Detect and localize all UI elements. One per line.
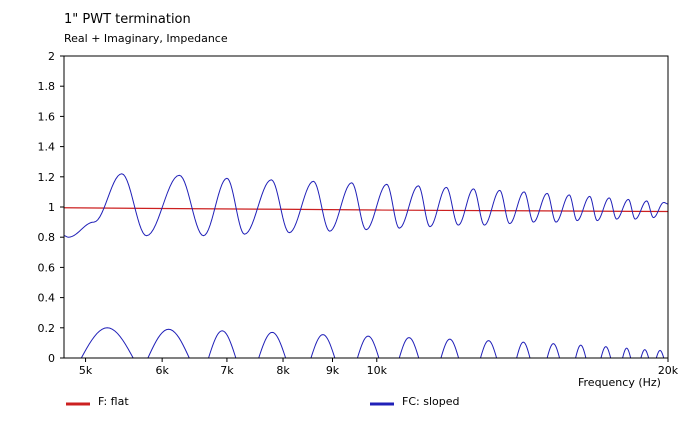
y-tick-label: 0.2	[38, 322, 56, 335]
y-tick-label: 1.8	[38, 80, 56, 93]
y-tick-label: 0	[48, 352, 55, 365]
series-arch-imaginary	[310, 334, 336, 359]
y-tick-label: 1	[48, 201, 55, 214]
x-tick-label: 20k	[658, 364, 679, 377]
series-arch-imaginary	[622, 347, 632, 359]
plot-series	[63, 173, 669, 359]
series-arch-imaginary	[356, 335, 380, 359]
series-arch-imaginary	[600, 346, 612, 359]
series-arch-imaginary	[575, 344, 587, 359]
x-ticks: 5k 6k 7k 8k 9k 10k 20k	[79, 358, 679, 377]
y-tick-label: 0.8	[38, 231, 56, 244]
x-axis-label: Frequency (Hz)	[578, 376, 661, 389]
x-tick-label: 10k	[367, 364, 388, 377]
plot-frame	[63, 55, 669, 359]
y-tick-label: 1.2	[38, 171, 56, 184]
x-tick-label: 6k	[155, 364, 169, 377]
y-tick-label: 1.6	[38, 110, 56, 123]
series-arch-imaginary	[147, 328, 190, 359]
x-tick-label: 9k	[326, 364, 340, 377]
y-tick-label: 0.6	[38, 261, 56, 274]
y-tick-label: 2	[48, 50, 55, 63]
series-arch-imaginary	[546, 343, 561, 359]
legend: F: flat FC: sloped	[66, 395, 459, 408]
series-arch-imaginary	[80, 327, 134, 359]
series-arch-imaginary	[480, 340, 498, 359]
chart-title: 1" PWT termination	[64, 12, 191, 27]
series-line-sloped	[63, 173, 669, 238]
x-tick-label: 7k	[220, 364, 234, 377]
legend-label: FC: sloped	[402, 395, 459, 408]
y-ticks: 0 0.2 0.4 0.6 0.8 1 1.2 1.4 1.6 1.8 2	[38, 50, 64, 365]
series-arch-imaginary	[440, 338, 460, 359]
series-arch-imaginary	[640, 349, 650, 359]
legend-label: F: flat	[98, 395, 129, 408]
x-tick-label: 5k	[79, 364, 93, 377]
series-arch-imaginary	[208, 330, 237, 359]
series-arch-imaginary	[258, 331, 287, 359]
y-tick-label: 0.4	[38, 292, 56, 305]
chart-subtitle: Real + Imaginary, Impedance	[64, 32, 228, 45]
series-line-flat	[63, 207, 669, 213]
x-tick-label: 8k	[276, 364, 290, 377]
series-arch-imaginary	[655, 349, 665, 359]
series-arch-imaginary	[516, 341, 531, 359]
series-arch-imaginary	[398, 337, 420, 359]
y-tick-label: 1.4	[38, 141, 56, 154]
